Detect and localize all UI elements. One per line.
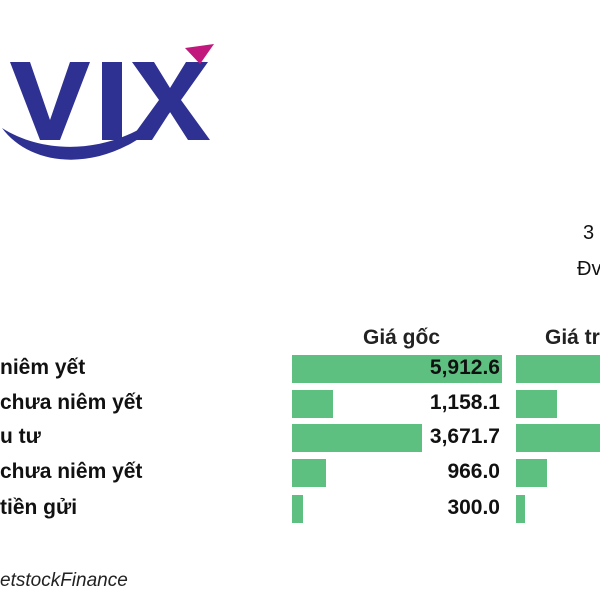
row-label-3: chưa niêm yết (0, 460, 143, 483)
column-header-gia-goc: Giá gốc (363, 326, 441, 349)
value-label-2: 3,671.7 (429, 425, 500, 448)
row-label-4: tiền gửi (0, 496, 78, 519)
value-label-4: 300.0 (447, 496, 500, 519)
source-note: etstockFinance (0, 570, 128, 591)
row-label-0: niêm yết (0, 356, 86, 379)
logo-letters (10, 62, 210, 140)
column-header-gia-tri: Giá tr (545, 326, 600, 349)
meta-line-1: 3 (583, 222, 595, 244)
bar-gia-tri-2 (516, 424, 600, 452)
bar-gia-goc-3 (292, 459, 326, 487)
bar-gia-tri-3 (516, 459, 547, 487)
row-label-1: chưa niêm yết (0, 391, 143, 414)
bar-gia-tri-1 (516, 390, 557, 418)
bar-gia-tri-0 (516, 355, 600, 383)
value-label-3: 966.0 (447, 460, 500, 483)
meta-line-2: Đv (577, 258, 600, 280)
bar-gia-goc-1 (292, 390, 333, 418)
value-label-0: 5,912.6 (429, 356, 500, 379)
bar-gia-tri-4 (516, 495, 525, 523)
bar-gia-goc-2 (292, 424, 422, 452)
value-label-1: 1,158.1 (429, 391, 500, 414)
vix-logo (2, 44, 214, 160)
logo-accent (185, 44, 214, 64)
bar-gia-goc-4 (292, 495, 303, 523)
bar-gia-goc-0 (292, 355, 502, 383)
row-label-2: u tư (0, 425, 41, 448)
